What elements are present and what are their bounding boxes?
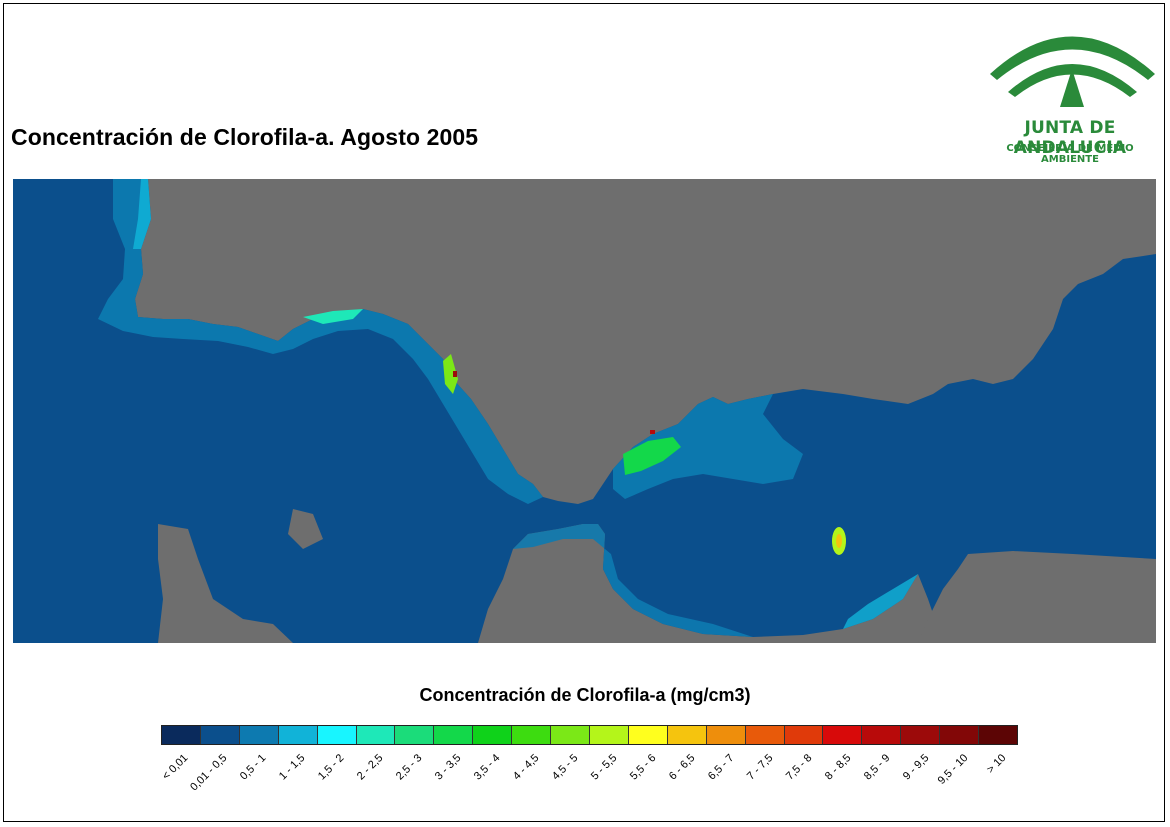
chlorophyll-map bbox=[13, 179, 1156, 643]
legend-swatch bbox=[162, 726, 201, 744]
legend-label: 1 - 1,5 bbox=[277, 752, 308, 783]
legend-label: 0,5 - 1 bbox=[238, 752, 269, 783]
legend-label: 1,5 - 2 bbox=[316, 752, 347, 783]
legend-swatch bbox=[940, 726, 980, 744]
legend-swatch bbox=[434, 726, 474, 744]
coastal-band-south bbox=[513, 524, 753, 637]
legend-swatch bbox=[551, 726, 590, 744]
high-concentration-alboran bbox=[623, 437, 681, 475]
legend-swatch bbox=[862, 726, 902, 744]
legend-swatch bbox=[512, 726, 552, 744]
junta-andalucia-logo: JUNTA DE ANDALUCIA CONSEJERÍA DE MEDIO A… bbox=[980, 14, 1165, 165]
legend-swatch bbox=[278, 726, 318, 744]
land-africa bbox=[478, 524, 943, 643]
coastal-band-east bbox=[613, 394, 803, 499]
coastal-band-north-edge bbox=[133, 179, 151, 249]
legend-label: 3,5 - 4 bbox=[471, 752, 503, 783]
legend-label: 5,5 - 6 bbox=[627, 752, 659, 783]
high-concentration-guadalquivir bbox=[443, 354, 458, 394]
legend-swatch bbox=[239, 726, 279, 744]
page-frame bbox=[3, 3, 1165, 822]
legend-swatch bbox=[200, 726, 240, 744]
legend-label: 3 - 3,5 bbox=[433, 752, 464, 783]
legend-color-bar bbox=[161, 725, 1018, 745]
coastal-band-african-east bbox=[843, 574, 918, 629]
logo-name: JUNTA DE ANDALUCIA bbox=[1013, 118, 1127, 158]
legend-swatch bbox=[589, 726, 629, 744]
legend-swatch bbox=[706, 726, 746, 744]
land-iberia bbox=[135, 179, 1156, 504]
peak-concentration-spot-2 bbox=[650, 430, 655, 434]
legend-swatch bbox=[823, 726, 863, 744]
legend-label: 6 - 6,5 bbox=[666, 752, 698, 783]
legend-swatch bbox=[979, 726, 1017, 744]
legend-swatch bbox=[667, 726, 707, 744]
legend-label: 8,5 - 9 bbox=[861, 752, 893, 783]
page-title: Concentración de Clorofila-a. Agosto 200… bbox=[11, 124, 479, 150]
legend-label: 2 - 2,5 bbox=[355, 752, 386, 783]
high-concentration-gulf bbox=[303, 309, 363, 324]
legend-swatch bbox=[473, 726, 513, 744]
legend-label: 7 - 7,5 bbox=[744, 752, 776, 783]
land-patch-west bbox=[158, 524, 293, 643]
legend-label: 7,5 - 8 bbox=[783, 752, 815, 783]
legend-label: 6,5 - 7 bbox=[705, 752, 737, 783]
legend-label: 4 - 4,5 bbox=[510, 752, 542, 783]
legend-title: Concentración de Clorofila-a (mg/cm3) bbox=[419, 685, 751, 705]
legend-label: 0,01 - 0,5 bbox=[188, 752, 230, 794]
high-concentration-offshore-core bbox=[836, 534, 842, 548]
legend-swatch bbox=[901, 726, 941, 744]
logo-emblem-icon bbox=[990, 36, 1155, 107]
legend-label: 2,5 - 3 bbox=[394, 752, 425, 783]
legend-swatch bbox=[356, 726, 396, 744]
legend-label: > 10 bbox=[985, 752, 1009, 776]
land-patch-mid bbox=[288, 509, 323, 549]
peak-concentration-spot bbox=[453, 371, 457, 377]
land-patch-east bbox=[918, 551, 1156, 643]
legend-swatch bbox=[784, 726, 824, 744]
legend-swatch bbox=[745, 726, 785, 744]
legend-swatch bbox=[317, 726, 357, 744]
legend-label: 9,5 - 10 bbox=[935, 752, 971, 787]
legend-swatch bbox=[628, 726, 668, 744]
legend-label: 4,5 - 5 bbox=[549, 752, 581, 783]
logo-subtitle: CONSEJERÍA DE MEDIO AMBIENTE bbox=[1006, 143, 1134, 165]
legend-label: 8 - 8,5 bbox=[822, 752, 854, 783]
legend-label: 5 - 5,5 bbox=[588, 752, 620, 783]
legend-swatch bbox=[395, 726, 435, 744]
legend-label: < 0,01 bbox=[160, 752, 191, 783]
legend-labels: < 0,01 0,01 - 0,5 0,5 - 1 1 - 1,5 1,5 - 2 2 -… bbox=[161, 752, 1018, 812]
legend-label: 9 - 9,5 bbox=[900, 752, 932, 783]
